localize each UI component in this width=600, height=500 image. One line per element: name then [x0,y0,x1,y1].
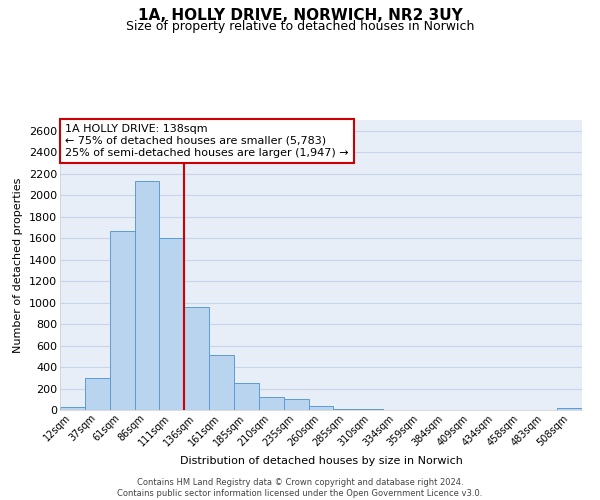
Bar [259,397,284,410]
Bar [284,400,308,410]
Bar [60,408,85,410]
Bar [85,378,110,410]
Text: Size of property relative to detached houses in Norwich: Size of property relative to detached ho… [126,20,474,33]
Bar [308,406,334,410]
Text: 1A HOLLY DRIVE: 138sqm
← 75% of detached houses are smaller (5,783)
25% of semi-: 1A HOLLY DRIVE: 138sqm ← 75% of detached… [65,124,349,158]
Bar [334,409,358,410]
Bar [134,181,160,410]
Bar [234,383,259,410]
Bar [209,355,234,410]
Bar [184,307,209,410]
Text: 1A, HOLLY DRIVE, NORWICH, NR2 3UY: 1A, HOLLY DRIVE, NORWICH, NR2 3UY [137,8,463,22]
Y-axis label: Number of detached properties: Number of detached properties [13,178,23,352]
Bar [557,408,582,410]
Text: Contains HM Land Registry data © Crown copyright and database right 2024.
Contai: Contains HM Land Registry data © Crown c… [118,478,482,498]
Bar [110,230,134,410]
X-axis label: Distribution of detached houses by size in Norwich: Distribution of detached houses by size … [179,456,463,466]
Bar [160,238,184,410]
